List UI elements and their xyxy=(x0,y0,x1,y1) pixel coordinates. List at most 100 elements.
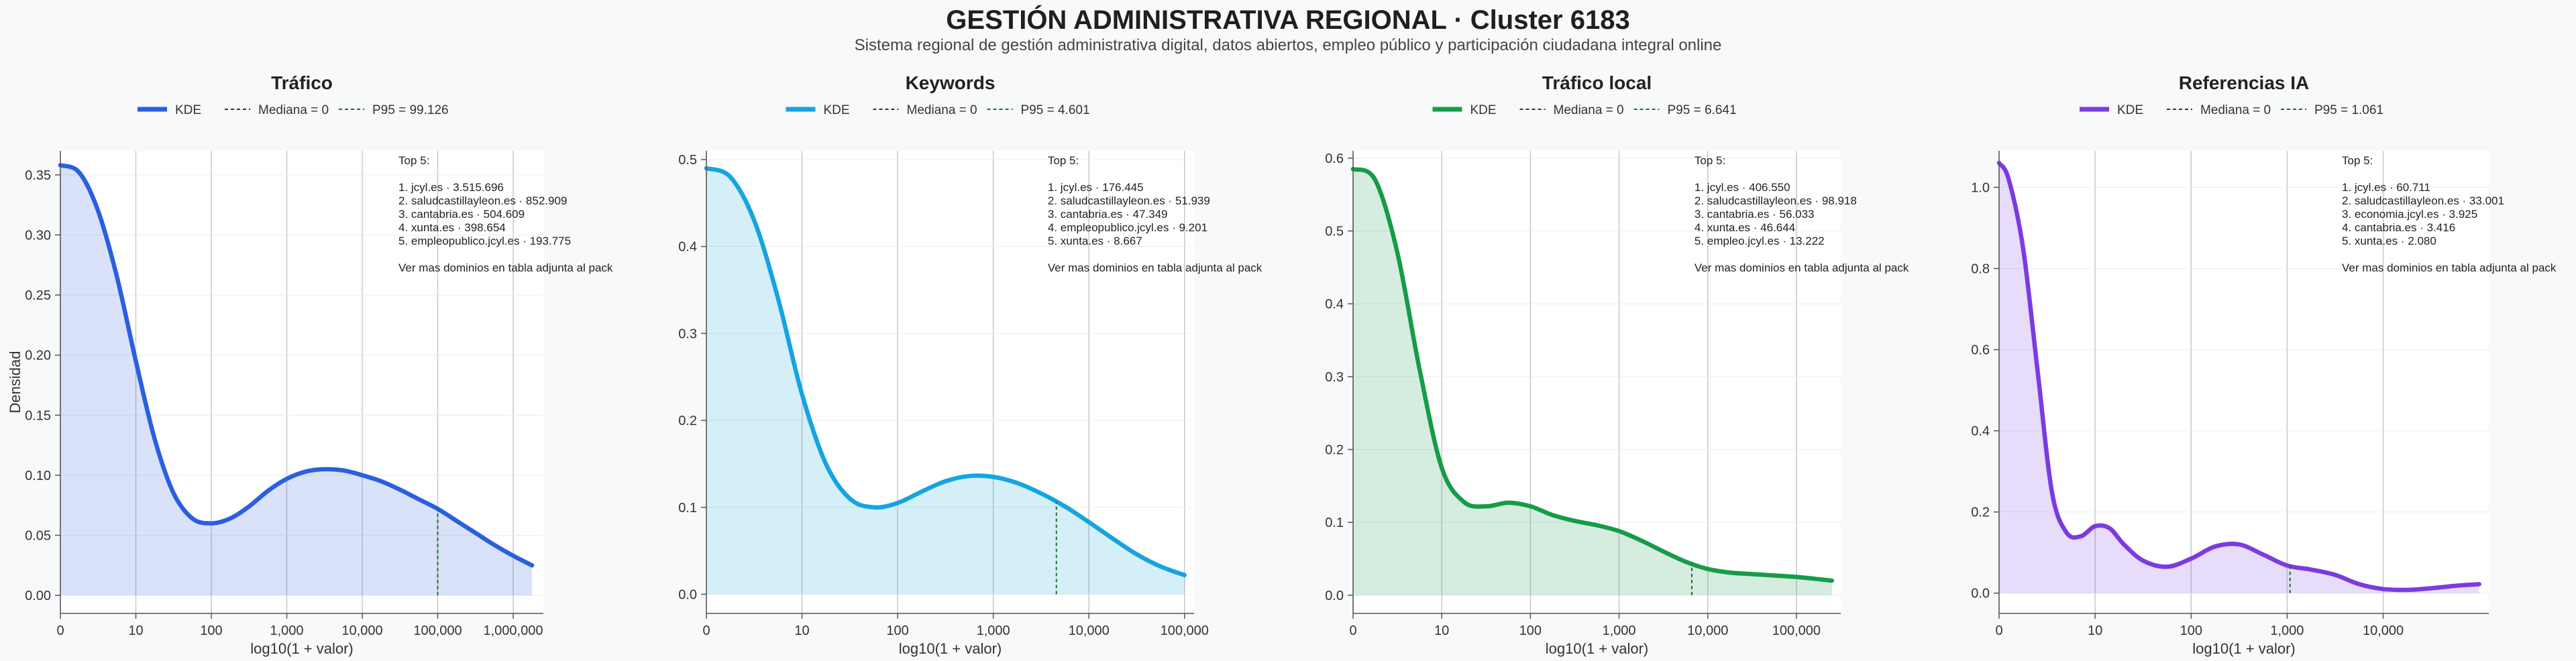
panel-title: Tráfico local xyxy=(1542,72,1652,93)
x-tick-label: 0 xyxy=(1995,623,2002,638)
x-axis-label: log10(1 + valor) xyxy=(2192,640,2295,657)
y-tick-label: 0.2 xyxy=(1971,505,1990,520)
y-tick-label: 0.30 xyxy=(25,228,51,243)
y-tick-label: 0.25 xyxy=(25,288,51,303)
y-tick-label: 0.4 xyxy=(678,240,697,255)
x-tick-label: 10,000 xyxy=(1069,623,1110,638)
legend-p95-label: P95 = 1.061 xyxy=(2314,103,2383,117)
kde-area xyxy=(60,165,533,596)
kde-line xyxy=(1350,166,1835,583)
kde-area xyxy=(1353,169,1832,595)
y-tick-label: 0.20 xyxy=(25,349,51,363)
annotation-line: 1. jcyl.es · 60.711 xyxy=(2342,181,2430,194)
x-tick-label: 100,000 xyxy=(1161,623,1209,638)
annotation-line: 3. cantabria.es · 504.609 xyxy=(398,208,525,221)
panel-ia: Referencias IA KDE Mediana = 0 P95 = 1.061 0… xyxy=(1971,72,2557,657)
panel-title: Referencias IA xyxy=(2179,72,2310,93)
annotation-line: Top 5: xyxy=(2342,154,2373,167)
y-tick-label: 0.3 xyxy=(1325,370,1344,385)
x-tick-label: 1,000 xyxy=(270,623,303,638)
x-tick-label: 10 xyxy=(1434,623,1449,638)
y-tick-label: 0.1 xyxy=(1325,516,1344,530)
annotation-line: 2. saludcastillayleon.es · 98.918 xyxy=(1695,194,1857,207)
x-tick-label: 100 xyxy=(2180,623,2202,638)
annotation-line: Ver mas dominios en tabla adjunta al pac… xyxy=(1695,261,1909,274)
annotation-line: 2. saludcastillayleon.es · 51.939 xyxy=(1048,194,1210,207)
legend-median-label: Mediana = 0 xyxy=(1554,103,1624,117)
y-tick-label: 0.6 xyxy=(1971,343,1990,358)
annotation-line: 4. xunta.es · 46.644 xyxy=(1695,221,1795,234)
annotation-line: 4. cantabria.es · 3.416 xyxy=(2342,221,2455,234)
x-tick-label: 10 xyxy=(128,623,143,638)
legend-kde-label: KDE xyxy=(1470,103,1497,117)
x-tick-label: 100 xyxy=(200,623,222,638)
x-tick-label: 0 xyxy=(1349,623,1356,638)
annotation-line: 2. saludcastillayleon.es · 852.909 xyxy=(398,194,567,207)
y-tick-label: 1.0 xyxy=(1971,180,1990,195)
x-tick-label: 1,000 xyxy=(977,623,1010,638)
y-tick-label: 0.0 xyxy=(678,587,697,602)
kde-line xyxy=(1996,160,2481,593)
x-axis-label: log10(1 + valor) xyxy=(250,640,353,657)
kde-line xyxy=(58,163,535,568)
x-tick-label: 100,000 xyxy=(413,623,462,638)
y-tick-label: 0.1 xyxy=(678,501,697,516)
plot-area xyxy=(1353,151,1841,613)
y-tick-label: 0.5 xyxy=(678,153,697,168)
annotation-line: 5. empleo.jcyl.es · 13.222 xyxy=(1695,235,1825,247)
legend-p95-label: P95 = 6.641 xyxy=(1668,103,1737,117)
panel-title: Tráfico xyxy=(271,72,333,93)
page-title: GESTIÓN ADMINISTRATIVA REGIONAL · Cluste… xyxy=(946,5,1630,35)
x-tick-label: 1,000 xyxy=(2270,623,2304,638)
legend-p95-label: P95 = 4.601 xyxy=(1021,103,1090,117)
y-tick-label: 0.4 xyxy=(1971,424,1990,439)
annotation-line: Ver mas dominios en tabla adjunta al pac… xyxy=(398,261,613,274)
x-tick-label: 10 xyxy=(2088,623,2102,638)
panel-title: Keywords xyxy=(906,72,996,93)
kde-area xyxy=(706,168,1185,595)
annotation-line: 5. xunta.es · 2.080 xyxy=(2342,235,2436,247)
y-tick-label: 0.5 xyxy=(1325,225,1344,239)
x-tick-label: 10 xyxy=(794,623,809,638)
y-tick-label: 0.2 xyxy=(1325,443,1344,458)
x-tick-label: 100 xyxy=(1519,623,1542,638)
kde-area xyxy=(1999,163,2479,593)
x-tick-label: 10,000 xyxy=(2363,623,2404,638)
annotation-line: Top 5: xyxy=(1695,154,1725,167)
panel-trafico: Tráfico KDE Mediana = 0 P95 = 99.126 0 10 100 1… xyxy=(7,72,613,657)
x-tick-label: 10,000 xyxy=(1687,623,1728,638)
y-tick-label: 0.4 xyxy=(1325,297,1344,312)
y-tick-label: 0.3 xyxy=(678,326,697,341)
x-tick-label: 1,000,000 xyxy=(484,623,543,638)
x-tick-label: 1,000 xyxy=(1603,623,1636,638)
annotation-line: Top 5: xyxy=(1048,154,1079,167)
y-tick-label: 0.10 xyxy=(25,469,51,483)
annotation-line: 3. cantabria.es · 56.033 xyxy=(1695,208,1815,221)
legend-median-label: Mediana = 0 xyxy=(258,103,329,117)
annotation-line: Ver mas dominios en tabla adjunta al pac… xyxy=(1048,261,1263,274)
annotation-line: 4. xunta.es · 398.654 xyxy=(398,221,506,234)
annotation-line: 5. xunta.es · 8.667 xyxy=(1048,235,1142,247)
y-tick-label: 0.05 xyxy=(25,529,51,544)
y-tick-label: 0.0 xyxy=(1971,587,1990,601)
annotation-line: 4. empleopublico.jcyl.es · 9.201 xyxy=(1048,221,1208,234)
y-tick-label: 0.2 xyxy=(678,414,697,428)
y-axis-label: Densidad xyxy=(7,351,23,414)
annotation-line: 1. jcyl.es · 406.550 xyxy=(1695,181,1790,194)
panel-keywords: Keywords KDE Mediana = 0 P95 = 4.601 0 10 100 1… xyxy=(678,72,1263,657)
annotation-line: 2. saludcastillayleon.es · 33.001 xyxy=(2342,194,2504,207)
panel-local: Tráfico local KDE Mediana = 0 P95 = 6.641 0 1… xyxy=(1325,72,1909,657)
x-tick-label: 100,000 xyxy=(1772,623,1821,638)
y-tick-label: 0.8 xyxy=(1971,262,1990,277)
annotation-line: 3. economia.jcyl.es · 3.925 xyxy=(2342,208,2477,221)
annotation-line: 5. empleopublico.jcyl.es · 193.775 xyxy=(398,235,571,247)
page-subtitle: Sistema regional de gestión administrati… xyxy=(854,36,1722,54)
y-tick-label: 0.6 xyxy=(1325,152,1344,166)
annotation-line: Top 5: xyxy=(398,154,429,167)
x-tick-label: 10,000 xyxy=(341,623,382,638)
x-tick-label: 0 xyxy=(56,623,64,638)
annotation-line: 3. cantabria.es · 47.349 xyxy=(1048,208,1168,221)
legend-median-label: Mediana = 0 xyxy=(2200,103,2271,117)
annotation-line: 1. jcyl.es · 3.515.696 xyxy=(398,181,504,194)
